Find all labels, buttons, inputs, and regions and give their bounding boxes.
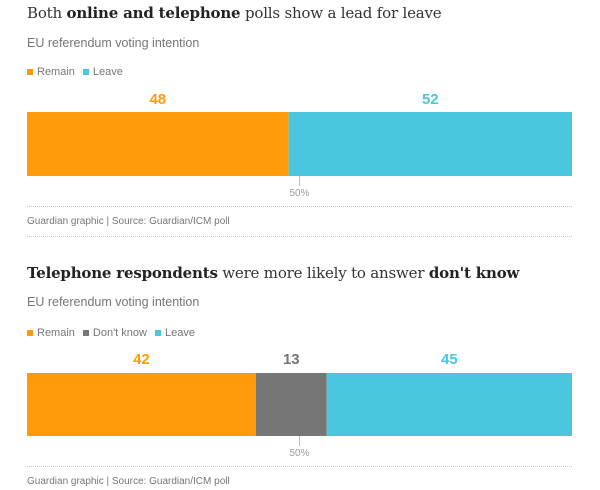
- data-label-remain: 48: [149, 91, 166, 108]
- legend-label: Leave: [164, 327, 195, 339]
- data-label-don-t-know: 13: [283, 351, 300, 368]
- legend-item-leave: Leave: [82, 66, 123, 78]
- title-post: polls show a lead for leave: [240, 4, 442, 22]
- chart-legend: Remain Leave: [27, 66, 131, 78]
- title-bold: online and telephone: [66, 4, 241, 22]
- midpoint-label: 50%: [289, 188, 309, 198]
- legend-label: Don't know: [92, 327, 147, 339]
- data-label-leave: 52: [422, 91, 439, 108]
- divider: [27, 466, 572, 467]
- data-label-remain: 42: [133, 351, 150, 368]
- legend-swatch-dont-know: [82, 330, 89, 336]
- chart-legend: Remain Don't know Leave: [27, 327, 203, 339]
- title-pre: Both: [27, 4, 67, 22]
- chart-panel-1: Both online and telephone polls show a l…: [0, 0, 600, 240]
- chart-source: Guardian graphic | Source: Guardian/ICM …: [27, 216, 230, 227]
- legend-item-remain: Remain: [27, 327, 75, 339]
- legend-label: Remain: [37, 66, 75, 78]
- legend-swatch-remain: [27, 69, 33, 75]
- legend-item-leave: Leave: [154, 327, 195, 339]
- bar-segment-remain: [27, 373, 256, 436]
- data-label-leave: 45: [441, 351, 458, 368]
- title-bold-2: don't know: [428, 264, 520, 282]
- bar-segment-don-t-know: [255, 373, 327, 436]
- chart-source: Guardian graphic | Source: Guardian/ICM …: [27, 476, 230, 487]
- title-post: were more likely to answer: [217, 264, 429, 282]
- legend-swatch-leave: [82, 69, 89, 75]
- legend-swatch-remain: [27, 330, 33, 336]
- stacked-bar-chart: 42 13 45 50%: [27, 351, 572, 458]
- bar-segment-leave: [288, 112, 572, 176]
- chart-panel-2: Telephone respondents were more likely t…: [0, 260, 600, 490]
- legend-label: Remain: [37, 327, 75, 339]
- legend-swatch-leave: [154, 330, 161, 336]
- stacked-bar-chart: 48 52 50%: [27, 91, 572, 198]
- legend-item-dont-know: Don't know: [82, 327, 147, 339]
- chart-subtitle: EU referendum voting intention: [27, 36, 200, 50]
- bar-segment-remain: [27, 112, 289, 176]
- midpoint-label: 50%: [289, 448, 309, 458]
- chart-title: Telephone respondents were more likely t…: [27, 264, 519, 282]
- bar-segment-leave: [326, 373, 572, 436]
- chart-title: Both online and telephone polls show a l…: [27, 4, 442, 22]
- divider: [27, 206, 572, 207]
- legend-item-remain: Remain: [27, 66, 75, 78]
- title-bold: Telephone respondents: [27, 264, 218, 282]
- legend-label: Leave: [92, 66, 123, 78]
- divider: [27, 236, 572, 237]
- chart-subtitle: EU referendum voting intention: [27, 295, 200, 309]
